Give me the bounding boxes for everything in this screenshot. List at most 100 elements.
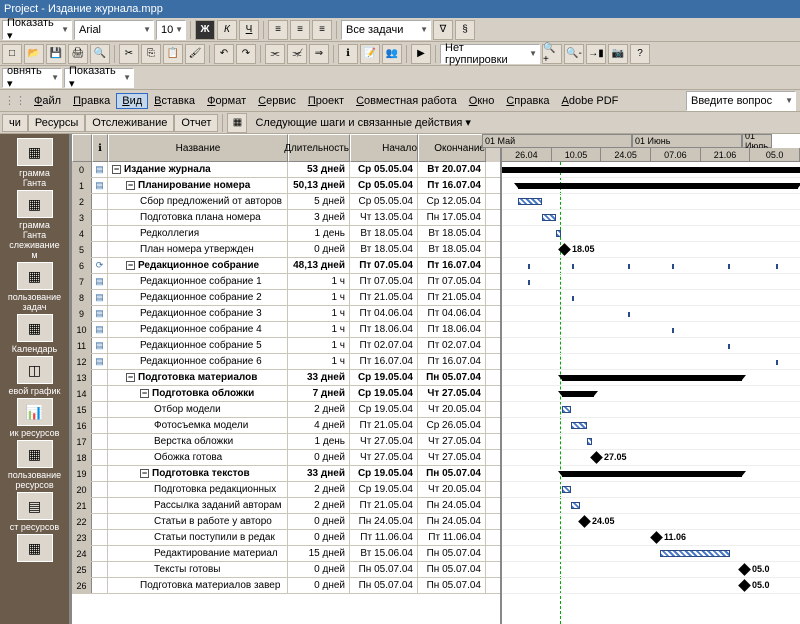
zoom-in-button[interactable]: 🔍+ xyxy=(542,44,562,64)
font-size-select[interactable]: 10 xyxy=(156,20,186,40)
task-bar[interactable] xyxy=(571,502,580,509)
table-row[interactable]: 8▤Редакционное собрание 21 чПт 21.05.04П… xyxy=(72,290,500,306)
format-painter-button[interactable]: 🖌 xyxy=(185,44,205,64)
view-0[interactable]: ▦грамма Ганта xyxy=(8,138,62,188)
menu-файл[interactable]: Файл xyxy=(28,93,67,109)
view-6[interactable]: ▦пользование ресурсов xyxy=(8,440,62,490)
table-row[interactable]: 7▤Редакционное собрание 11 чПт 07.05.04П… xyxy=(72,274,500,290)
camera-button[interactable]: 📷 xyxy=(608,44,628,64)
underline-button[interactable]: Ч xyxy=(239,20,259,40)
split-button[interactable]: ⇒ xyxy=(309,44,329,64)
publish-button[interactable]: ▶ xyxy=(411,44,431,64)
tab-чи[interactable]: чи xyxy=(2,114,28,132)
italic-button[interactable]: К xyxy=(217,20,237,40)
tab-Ресурсы[interactable]: Ресурсы xyxy=(28,114,85,132)
info-button[interactable]: ℹ xyxy=(338,44,358,64)
table-row[interactable]: 13−Подготовка материалов33 днейСр 19.05.… xyxy=(72,370,500,386)
show-dropdown[interactable]: Показать ▾ xyxy=(2,20,72,40)
outline-toggle-icon[interactable]: − xyxy=(140,469,149,478)
menu-окно[interactable]: Окно xyxy=(463,93,501,109)
show-dropdown-2[interactable]: Показать ▾ xyxy=(64,68,134,88)
align-left-button[interactable]: ≡ xyxy=(268,20,288,40)
new-button[interactable]: □ xyxy=(2,44,22,64)
task-bar[interactable] xyxy=(587,438,592,445)
view-5[interactable]: 📊ик ресурсов xyxy=(8,398,62,438)
table-row[interactable]: 17Верстка обложки1 деньЧт 27.05.04Чт 27.… xyxy=(72,434,500,450)
redo-button[interactable]: ↷ xyxy=(236,44,256,64)
filter-button[interactable]: ∇ xyxy=(433,20,453,40)
menu-совместная работа[interactable]: Совместная работа xyxy=(350,93,463,109)
milestone-icon[interactable] xyxy=(738,563,751,576)
view-8[interactable]: ▦ xyxy=(8,534,62,564)
autofilter-button[interactable]: § xyxy=(455,20,475,40)
table-row[interactable]: 3Подготовка плана номера3 днейЧт 13.05.0… xyxy=(72,210,500,226)
table-row[interactable]: 25Тексты готовы0 днейПн 05.07.04Пн 05.07… xyxy=(72,562,500,578)
table-row[interactable]: 0▤−Издание журнала53 днейСр 05.05.04Вт 2… xyxy=(72,162,500,178)
task-bar[interactable] xyxy=(556,230,561,237)
header-end[interactable]: Окончание xyxy=(418,134,486,162)
move-handle-icon[interactable]: ⋮⋮ xyxy=(4,94,26,107)
task-bar[interactable] xyxy=(660,550,730,557)
milestone-icon[interactable] xyxy=(558,243,571,256)
menu-вид[interactable]: Вид xyxy=(116,93,148,109)
view-2[interactable]: ▦пользование задач xyxy=(8,262,62,312)
view-4[interactable]: ◫евой график xyxy=(8,356,62,396)
grouping-select[interactable]: Нет группировки xyxy=(440,44,540,64)
milestone-icon[interactable] xyxy=(650,531,663,544)
tab-Отчет[interactable]: Отчет xyxy=(174,114,218,132)
table-row[interactable]: 21Рассылка заданий авторам2 днейПт 21.05… xyxy=(72,498,500,514)
preview-button[interactable]: 🔍 xyxy=(90,44,110,64)
icon-button[interactable]: ▦ xyxy=(227,113,247,133)
table-row[interactable]: 2Сбор предложений от авторов5 днейСр 05.… xyxy=(72,194,500,210)
outline-toggle-icon[interactable]: − xyxy=(126,261,135,270)
table-row[interactable]: 22Статьи в работе у авторо0 днейПн 24.05… xyxy=(72,514,500,530)
menu-правка[interactable]: Правка xyxy=(67,93,116,109)
table-row[interactable]: 12▤Редакционное собрание 61 чПт 16.07.04… xyxy=(72,354,500,370)
table-row[interactable]: 4Редколлегия1 деньВт 18.05.04Вт 18.05.04 xyxy=(72,226,500,242)
bold-button[interactable]: Ж xyxy=(195,20,215,40)
menu-проект[interactable]: Проект xyxy=(302,93,350,109)
table-row[interactable]: 19−Подготовка текстов33 днейСр 19.05.04П… xyxy=(72,466,500,482)
table-row[interactable]: 6⟳−Редакционное собрание48,13 днейПт 07.… xyxy=(72,258,500,274)
align-center-button[interactable]: ≡ xyxy=(290,20,310,40)
header-name[interactable]: Название xyxy=(108,134,288,162)
task-bar[interactable] xyxy=(562,486,571,493)
table-row[interactable]: 10▤Редакционное собрание 41 чПт 18.06.04… xyxy=(72,322,500,338)
outline-toggle-icon[interactable]: − xyxy=(140,389,149,398)
outline-toggle-icon[interactable]: − xyxy=(112,165,121,174)
header-start[interactable]: Начало xyxy=(350,134,418,162)
table-row[interactable]: 20Подготовка редакционных2 днейСр 19.05.… xyxy=(72,482,500,498)
assign-button[interactable]: 👥 xyxy=(382,44,402,64)
table-row[interactable]: 1▤−Планирование номера50,13 днейСр 05.05… xyxy=(72,178,500,194)
table-row[interactable]: 9▤Редакционное собрание 31 чПт 04.06.04П… xyxy=(72,306,500,322)
header-rownum[interactable] xyxy=(72,134,92,162)
menu-формат[interactable]: Формат xyxy=(201,93,252,109)
help-button[interactable]: ? xyxy=(630,44,650,64)
table-row[interactable]: 23Статьи поступили в редак0 днейПт 11.06… xyxy=(72,530,500,546)
table-row[interactable]: 5План номера утвержден0 днейВт 18.05.04В… xyxy=(72,242,500,258)
table-row[interactable]: 18Обожка готова0 днейЧт 27.05.04Чт 27.05… xyxy=(72,450,500,466)
view-1[interactable]: ▦грамма Ганта слеживанием xyxy=(8,190,62,260)
view-3[interactable]: ▦Календарь xyxy=(8,314,62,354)
tab-Отслеживание[interactable]: Отслеживание xyxy=(85,114,174,132)
header-duration[interactable]: Длительность xyxy=(288,134,350,162)
task-bar[interactable] xyxy=(571,422,587,429)
notes-button[interactable]: 📝 xyxy=(360,44,380,64)
table-row[interactable]: 11▤Редакционное собрание 51 чПт 02.07.04… xyxy=(72,338,500,354)
menu-adobe pdf[interactable]: Adobe PDF xyxy=(556,93,625,109)
milestone-icon[interactable] xyxy=(590,451,603,464)
outline-toggle-icon[interactable]: − xyxy=(126,373,135,382)
milestone-icon[interactable] xyxy=(578,515,591,528)
link-button[interactable]: ⫘ xyxy=(265,44,285,64)
task-bar[interactable] xyxy=(542,214,556,221)
header-indicator[interactable]: ℹ xyxy=(92,134,108,162)
task-bar[interactable] xyxy=(518,198,542,205)
next-steps-dropdown[interactable]: Следующие шаги и связанные действия ▾ xyxy=(249,114,476,131)
font-family-select[interactable]: Arial xyxy=(74,20,154,40)
cut-button[interactable]: ✂ xyxy=(119,44,139,64)
save-button[interactable]: 💾 xyxy=(46,44,66,64)
table-row[interactable]: 24Редактирование материал15 днейВт 15.06… xyxy=(72,546,500,562)
menu-сервис[interactable]: Сервис xyxy=(252,93,302,109)
question-input[interactable]: Введите вопрос xyxy=(686,91,796,111)
outline-toggle-icon[interactable]: − xyxy=(126,181,135,190)
